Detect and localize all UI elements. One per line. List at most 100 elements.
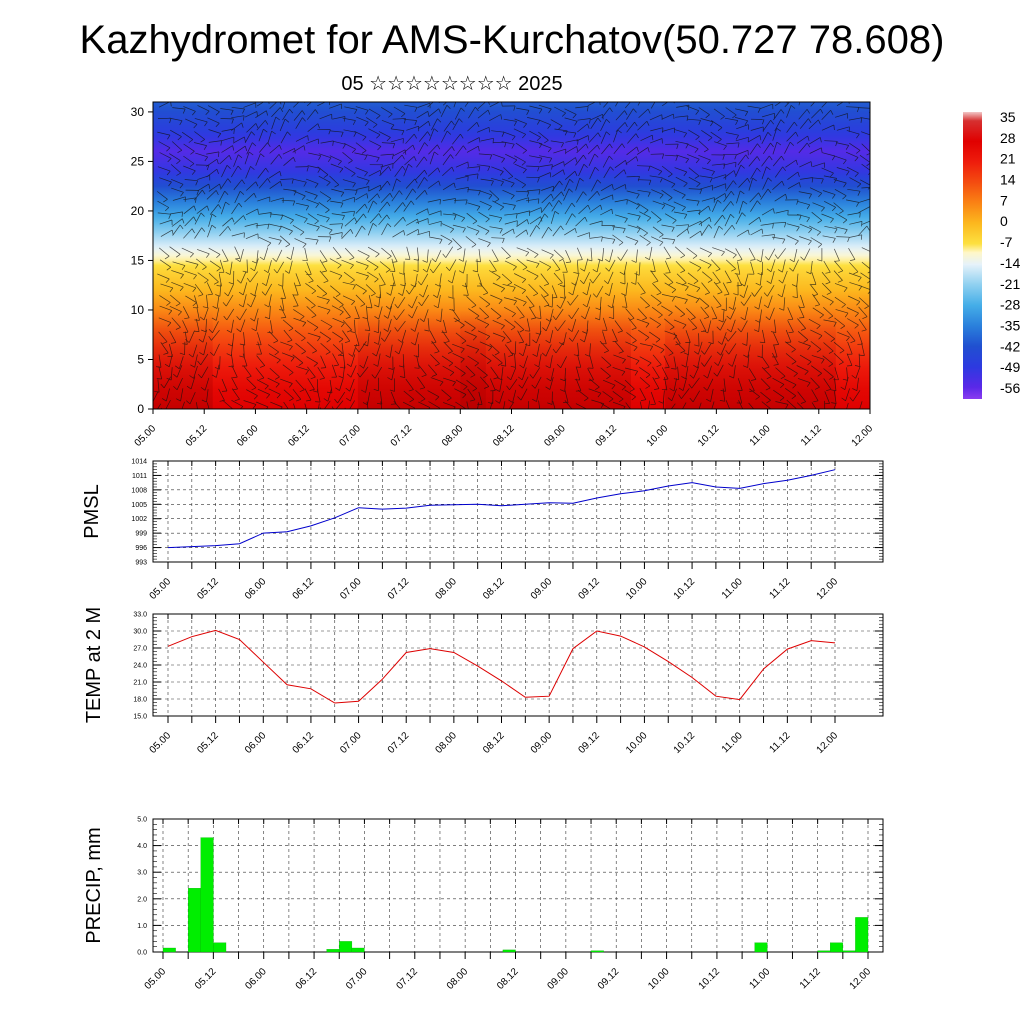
wind-barb <box>403 364 406 378</box>
wind-barb-flag <box>560 378 566 382</box>
wind-barb-flag <box>682 324 687 329</box>
wind-barb <box>414 332 419 346</box>
wind-barb-flag <box>403 230 406 236</box>
wind-barb <box>441 330 450 342</box>
wind-barb-flag <box>696 287 701 293</box>
wind-barb <box>269 144 280 154</box>
wind-barb <box>761 208 774 216</box>
wind-barb <box>380 153 394 156</box>
wind-barb-flag <box>365 255 370 260</box>
wind-barb <box>609 282 613 296</box>
wind-barb-flag <box>667 397 673 402</box>
wind-barb-flag <box>451 166 455 172</box>
wind-barb-flag <box>806 109 810 114</box>
wind-barb <box>539 164 553 167</box>
wind-barb-flag <box>295 399 301 402</box>
wind-barb-flag <box>543 294 549 298</box>
wind-barb-flag <box>388 113 393 118</box>
wind-barb <box>230 342 234 356</box>
wind-barb <box>626 176 640 178</box>
wind-barb <box>316 389 321 403</box>
wind-barb <box>762 329 766 343</box>
wind-barb <box>183 155 195 164</box>
wind-barb <box>377 353 381 367</box>
wind-barb <box>281 199 295 202</box>
wind-barb-flag <box>550 193 554 199</box>
wind-barb-flag <box>573 271 579 274</box>
wind-barb <box>355 106 369 111</box>
xtick-label: 07.00 <box>344 966 370 992</box>
wind-barb-flag <box>562 169 565 175</box>
wind-barb-flag <box>669 388 675 392</box>
wind-barb <box>246 259 248 273</box>
wind-barb-flag <box>607 305 613 309</box>
wind-barb-flag <box>571 282 576 286</box>
wind-barb <box>181 131 193 140</box>
wind-barb-flag <box>400 284 406 287</box>
wind-barb <box>539 143 552 149</box>
wind-barb-flag <box>517 376 523 381</box>
wind-barb <box>686 294 700 300</box>
wind-barb <box>858 285 870 290</box>
wind-barb-flag <box>435 396 440 401</box>
wind-barb-flag <box>353 132 357 137</box>
wind-barb <box>810 329 823 336</box>
wind-barb <box>541 249 554 256</box>
wind-barb <box>592 272 601 284</box>
wind-barb-flag <box>361 389 366 393</box>
wind-barb-flag <box>849 397 854 402</box>
wind-barb <box>601 356 612 366</box>
wind-barb-flag <box>326 338 331 343</box>
wind-barb <box>170 367 173 381</box>
wind-barb-flag <box>656 219 662 223</box>
wind-barb <box>157 131 171 136</box>
wind-barb <box>664 213 677 221</box>
wind-barb-flag <box>186 400 191 405</box>
ytick-label: 4.0 <box>137 843 147 850</box>
wind-barb <box>600 183 613 192</box>
wind-barb-flag <box>637 176 640 182</box>
wind-barb-flag <box>361 150 367 154</box>
wind-barb <box>713 225 720 239</box>
wind-barb <box>673 332 681 344</box>
wind-barb-flag <box>280 181 283 187</box>
wind-barb-flag <box>301 351 306 355</box>
wind-barb <box>636 225 648 234</box>
wind-barb-flag <box>175 327 181 330</box>
wind-barb <box>392 154 403 165</box>
wind-barb-flag <box>317 123 320 129</box>
wind-barb <box>367 333 370 347</box>
wind-barb-flag <box>385 354 391 358</box>
wind-barb-flag <box>498 217 503 223</box>
wind-barb-flag <box>375 253 380 258</box>
wind-barb <box>416 355 420 369</box>
wind-barb <box>330 200 344 204</box>
wind-barb-flag <box>547 305 553 308</box>
wind-barb <box>687 318 698 329</box>
wind-barb-flag <box>193 124 198 129</box>
wind-barb <box>824 330 836 340</box>
wind-barb <box>409 283 417 295</box>
wind-barb <box>699 319 707 332</box>
wind-barb-flag <box>838 361 844 365</box>
wind-barb-flag <box>472 388 477 392</box>
wind-barb-flag <box>806 142 811 148</box>
xtick-label: 11.00 <box>720 576 745 601</box>
wind-barb <box>415 218 429 224</box>
wind-barb-flag <box>167 134 171 140</box>
wind-barb-flag <box>302 322 307 327</box>
wind-barb-flag <box>350 264 354 270</box>
wind-barb-flag <box>507 282 513 286</box>
wind-barb <box>182 320 189 333</box>
wind-barb <box>624 389 636 398</box>
wind-barb-flag <box>342 215 345 221</box>
wind-barb-flag <box>345 387 350 392</box>
wind-barb-flag <box>631 327 637 331</box>
wind-barb-flag <box>305 205 310 211</box>
wind-barb-flag <box>544 304 550 307</box>
wind-barb-flag <box>156 366 162 368</box>
wind-barb-flag <box>500 288 505 293</box>
wind-barb-flag <box>765 316 770 321</box>
wind-barb-flag <box>280 317 286 319</box>
